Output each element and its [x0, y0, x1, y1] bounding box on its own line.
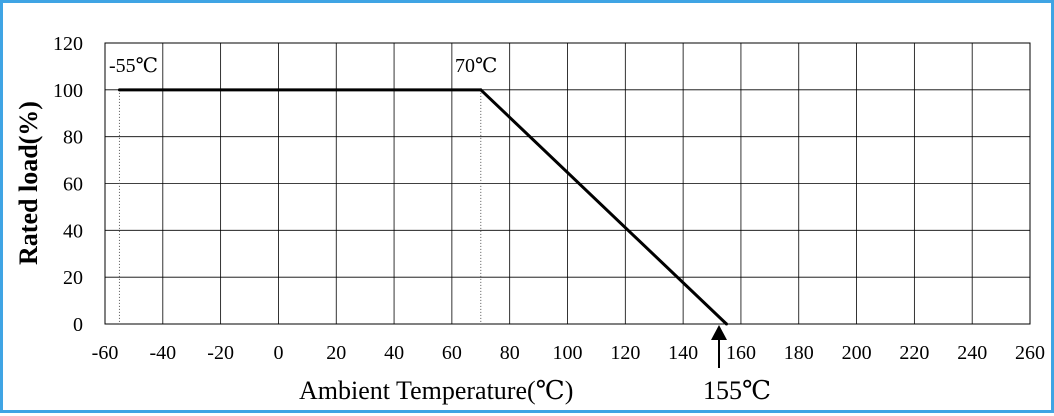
chart-grid	[104, 42, 1031, 325]
y-tick-label: 60	[63, 174, 83, 196]
x-tick-label: 140	[668, 342, 698, 364]
data-point	[724, 322, 728, 326]
y-tick-label: 0	[73, 314, 83, 336]
x-tick-label: 160	[726, 342, 756, 364]
derating-chart: -60 -40 -20 0 20 40 60 80 100 120 140 160 180 200 220 2…	[14, 33, 1045, 405]
x-tick-label: 180	[784, 342, 814, 364]
x-tick-label: -60	[92, 342, 119, 364]
derating-curve	[119, 88, 728, 326]
x-tick-label: 40	[384, 342, 404, 364]
x-tick-label: 20	[326, 342, 346, 364]
x-tick-label: 0	[273, 342, 283, 364]
start-temp-label: -55℃	[109, 55, 158, 77]
x-tick-label: 240	[957, 342, 987, 364]
data-point	[117, 88, 121, 92]
y-tick-label: 20	[63, 267, 83, 289]
x-tick-label: 260	[1015, 342, 1045, 364]
series-layer	[117, 88, 728, 326]
x-tick-label: 200	[842, 342, 872, 364]
end-temp-arrow	[711, 325, 727, 368]
tick-labels: -60 -40 -20 0 20 40 60 80 100 120 140 160 180 200 220 2…	[53, 33, 1045, 364]
x-tick-label: 220	[899, 342, 929, 364]
x-tick-label: 120	[610, 342, 640, 364]
x-tick-label: 100	[553, 342, 583, 364]
guide-lines	[118, 89, 482, 324]
end-temp-label: 155℃	[703, 376, 771, 405]
y-tick-label: 100	[53, 80, 83, 102]
x-tick-label: -20	[207, 342, 234, 364]
x-tick-label: 80	[500, 342, 520, 364]
x-axis-title: Ambient Temperature(℃)	[299, 376, 573, 405]
knee-temp-label: 70℃	[455, 55, 497, 77]
y-tick-label: 80	[63, 127, 83, 149]
x-tick-label: 60	[442, 342, 462, 364]
y-tick-label: 120	[53, 33, 83, 55]
y-tick-label: 40	[63, 220, 83, 242]
y-axis-title: Rated load(%)	[14, 101, 43, 265]
data-point	[479, 88, 483, 92]
x-tick-label: -40	[149, 342, 176, 364]
